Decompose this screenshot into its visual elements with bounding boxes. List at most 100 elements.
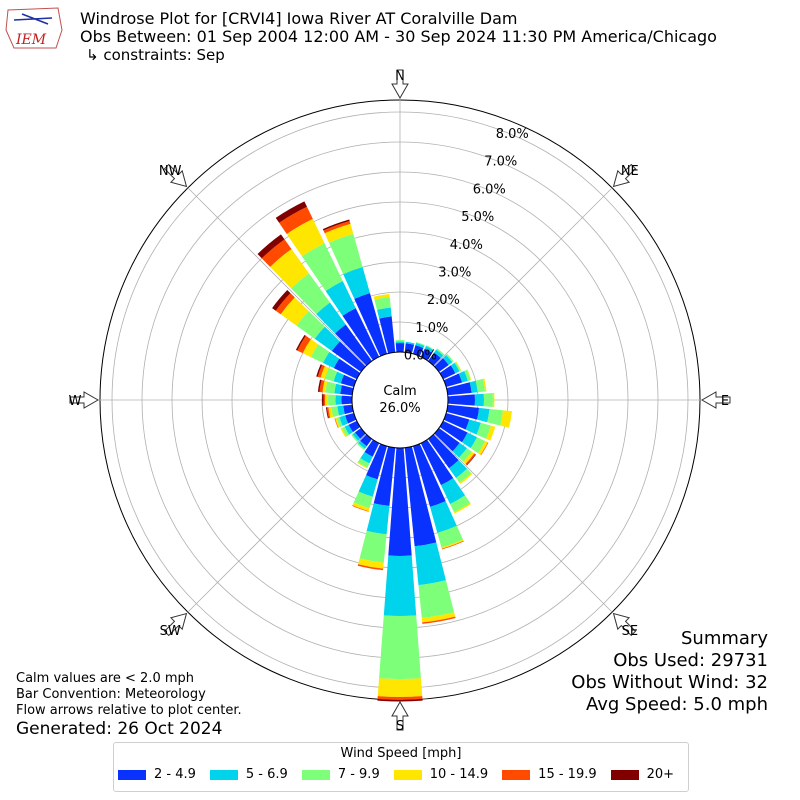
wedge-340-bin-5	[322, 219, 350, 231]
flow-arrow-shape	[391, 700, 409, 731]
wedge-90-bin-1	[474, 393, 484, 407]
wedge-130-bin-4	[465, 453, 476, 465]
wedge-10-bin-1	[405, 341, 415, 345]
wedge-330-bin-4	[279, 206, 313, 234]
wedge-70-bin-1	[458, 370, 468, 383]
wedge-210-bin-3	[357, 461, 368, 469]
wedge-320-bin-3	[270, 248, 309, 289]
angular-gridline	[187, 187, 367, 367]
flow-arrow-shape	[163, 163, 188, 188]
wedge-340-bin-0	[354, 293, 388, 357]
flow-arrow-icon	[391, 700, 409, 731]
wedge-260-bin-5	[325, 407, 329, 419]
observation-period: Obs Between: 01 Sep 2004 12:00 AM - 30 S…	[80, 27, 717, 46]
chart-title: Windrose Plot for [CRVI4] Iowa River AT …	[80, 9, 518, 28]
wedge-20-bin-0	[412, 345, 424, 357]
wedge-180-bin-5	[377, 699, 423, 702]
wedge-300-bin-0	[333, 358, 361, 380]
flow-arrow-icon	[700, 391, 731, 409]
wedge-170-bin-1	[414, 542, 446, 586]
wedge-280-bin-0	[340, 385, 354, 396]
wedge-320-bin-0	[335, 324, 372, 366]
legend-label: 7 - 9.9	[337, 767, 380, 782]
wedge-170-bin-0	[404, 446, 437, 547]
wedge-310-bin-5	[272, 289, 291, 311]
angular-gridline	[187, 433, 367, 613]
wedge-310-bin-3	[280, 297, 309, 326]
wedge-120-bin-2	[470, 437, 486, 454]
legend-label: 15 - 19.9	[538, 767, 597, 782]
legend-swatch	[118, 769, 146, 780]
summary-heading: Summary	[681, 628, 768, 649]
wedge-310-bin-0	[331, 341, 366, 372]
wedge-300-bin-4	[297, 335, 311, 354]
wedge-270-bin-0	[341, 395, 353, 405]
flow-arrow-icon	[163, 163, 188, 188]
wedge-20-bin-1	[415, 342, 425, 349]
wedge-80-bin-1	[469, 380, 478, 393]
wedge-40-bin-1	[434, 349, 444, 359]
wedge-350-bin-3	[373, 294, 390, 300]
wedge-120-bin-3	[478, 440, 488, 455]
wedge-330-bin-1	[325, 281, 356, 316]
summary-obs-without-wind: Obs Without Wind: 32	[571, 672, 768, 693]
wedge-160-bin-4	[441, 540, 464, 550]
wedge-210-bin-0	[364, 439, 380, 457]
wedge-240-bin-3	[340, 427, 347, 438]
radial-tick-label: 8.0%	[496, 127, 529, 142]
wedge-190-bin-4	[357, 564, 384, 571]
wedge-240-bin-0	[348, 420, 361, 433]
legend-title: Wind Speed [mph]	[340, 746, 462, 761]
calm-circle	[351, 351, 449, 449]
wedge-250-bin-0	[345, 412, 357, 424]
wedge-190-bin-2	[359, 530, 387, 563]
wedge-110-bin-1	[465, 419, 481, 435]
angular-gridline	[433, 433, 613, 613]
wedge-170-bin-4	[422, 616, 456, 624]
wedge-200-bin-1	[358, 475, 378, 497]
direction-label-S: S	[396, 719, 404, 734]
wedge-300-bin-1	[322, 351, 340, 369]
legend: Wind Speed [mph] 2 - 4.9 5 - 6.9 7 - 9.9 10…	[113, 742, 689, 792]
wedge-180-bin-4	[377, 696, 423, 700]
wedge-320-bin-4	[261, 239, 292, 267]
wedge-0-bin-1	[395, 341, 405, 344]
wedge-270-bin-1	[335, 395, 342, 405]
wedge-350-bin-1	[377, 307, 392, 319]
legend-label: 10 - 14.9	[429, 767, 489, 782]
legend-swatch	[301, 769, 330, 780]
legend-label: 20+	[646, 767, 675, 782]
wedge-290-bin-1	[333, 371, 344, 384]
wedge-140-bin-1	[449, 460, 468, 478]
summary-avg-speed: Avg Speed: 5.0 mph	[586, 694, 768, 715]
wedge-250-bin-2	[336, 417, 343, 428]
legend-swatch	[393, 769, 422, 780]
radial-tick-label: 5.0%	[461, 210, 494, 225]
wedge-220-bin-2	[357, 442, 365, 450]
generated-date: Generated: 26 Oct 2024	[16, 719, 223, 739]
wedge-210-bin-1	[360, 452, 373, 464]
wedge-130-bin-0	[434, 428, 460, 452]
wedge-50-bin-2	[446, 353, 454, 363]
wedge-150-bin-1	[440, 478, 466, 505]
wedge-200-bin-4	[352, 505, 369, 512]
wedge-140-bin-3	[459, 473, 473, 485]
calm-note: Calm values are < 2.0 mph	[16, 671, 195, 686]
flow-arrow-shape	[612, 163, 637, 188]
wedge-50-bin-0	[434, 358, 449, 372]
wedge-180-bin-3	[377, 678, 423, 697]
legend-label: 2 - 4.9	[154, 767, 196, 782]
wedge-260-bin-3	[328, 406, 334, 418]
wedge-110-bin-0	[443, 412, 470, 430]
wedge-350-bin-2	[374, 297, 391, 310]
wedge-200-bin-2	[353, 491, 373, 509]
wedge-70-bin-0	[443, 373, 463, 388]
calm-label: Calm	[383, 384, 416, 399]
wedge-290-bin-0	[340, 374, 357, 388]
wedge-270-bin-2	[328, 394, 336, 406]
flow-arrow-shape	[612, 612, 637, 637]
flow-note: Flow arrows relative to plot center.	[16, 703, 242, 718]
wedge-120-bin-0	[439, 420, 468, 443]
radial-tick-label: 2.0%	[427, 293, 460, 308]
